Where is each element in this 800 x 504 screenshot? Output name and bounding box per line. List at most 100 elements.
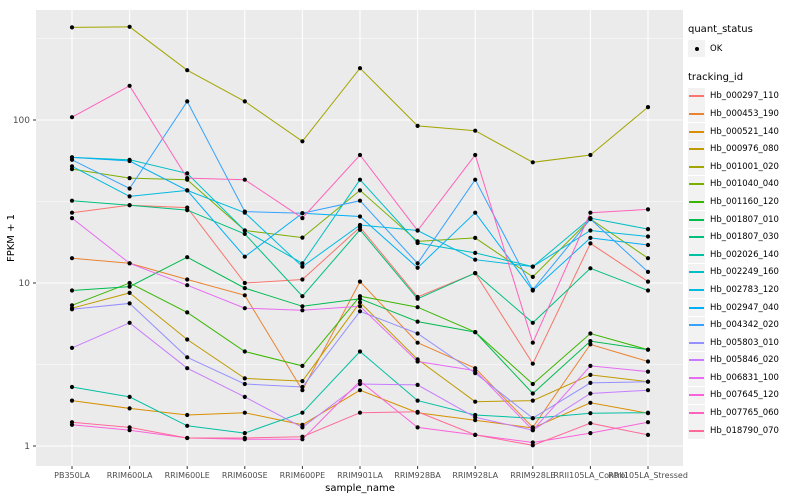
data-point [69,384,75,390]
legend-item-Hb_002026_140: Hb_002026_140 [688,246,800,264]
data-point [242,376,247,381]
legend-key [688,404,705,422]
data-point [127,203,132,208]
data-point [300,388,305,393]
data-point [588,400,593,405]
data-point [300,384,305,390]
y-tick-label: 10 [19,279,31,289]
line-swatch-icon [689,341,704,344]
data-point [185,283,190,288]
data-point [415,265,420,270]
data-point [69,288,75,293]
data-point [473,330,478,335]
legend-label: Hb_001807_030 [710,232,779,243]
data-point [127,83,132,88]
legend-item-ok: OK [688,40,800,58]
data-point [185,277,190,282]
data-point [473,128,478,133]
data-point [185,355,190,360]
y-tick-label: 100 [13,116,30,126]
data-point [530,320,535,325]
legend-item-Hb_005803_010: Hb_005803_010 [688,334,800,352]
data-point [242,394,247,399]
line-swatch-icon [689,324,704,327]
data-point [127,284,132,289]
legend-key [688,211,705,229]
legend-key [688,105,705,123]
legend-key [688,422,705,440]
line-swatch-icon [689,394,704,397]
data-point [185,310,190,315]
legend-key [688,193,705,211]
data-point [127,320,132,325]
x-axis-title: sample_name [325,483,395,494]
data-point [185,366,190,371]
data-point [127,425,132,430]
data-point [530,443,535,448]
legend-item-Hb_005846_020: Hb_005846_020 [688,351,800,370]
legend-label: Hb_002947_040 [710,302,779,313]
data-point [300,139,305,144]
line-swatch-icon [689,148,704,151]
data-point [645,410,651,415]
legend-label: Hb_002783_120 [710,284,779,295]
data-point [127,194,132,199]
legend-item-Hb_004342_020: Hb_004342_020 [688,316,800,334]
legend-title-tracking-id: tracking_id [688,71,744,83]
data-point [300,277,305,282]
legend-key [688,351,705,369]
legend-label: Hb_004342_020 [710,320,779,331]
legend-item-Hb_001040_040: Hb_001040_040 [688,175,800,194]
data-point [473,257,478,262]
x-tick-label: RRIM928LE [510,471,555,480]
legend-item-Hb_007765_060: Hb_007765_060 [688,404,800,422]
data-point [127,158,132,164]
data-point [127,186,132,191]
data-points [69,24,651,448]
data-point [357,227,363,232]
x-tick-label: RRIM928LA [452,471,498,480]
data-point [242,431,247,436]
data-point [415,261,420,266]
line-swatch-icon [689,165,704,168]
legend-item-Hb_007645_120: Hb_007645_120 [688,386,800,405]
data-point [127,261,132,266]
legend-label: Hb_001807_010 [710,214,779,225]
legend-label: Hb_002026_140 [710,249,779,260]
legend-key [688,87,705,105]
data-point [300,363,305,368]
line-swatch-icon [689,429,704,432]
data-point [300,410,305,415]
data-point [415,319,420,324]
data-point [300,425,305,430]
data-point [530,391,535,396]
data-point [242,209,247,214]
data-point [357,66,363,71]
data-point [300,216,305,221]
legend-item-Hb_001807_010: Hb_001807_010 [688,211,800,229]
data-point [588,391,593,396]
legend-label: Hb_006831_100 [710,372,779,383]
data-point [242,177,247,182]
line-swatch-icon [689,95,704,98]
data-point [415,240,420,246]
data-point [69,210,75,215]
data-point [69,420,75,425]
legend-key [688,334,705,352]
line-swatch-icon [689,253,704,256]
legend-key [688,228,705,246]
legend-item-Hb_018790_070: Hb_018790_070 [688,422,800,440]
line-swatch-icon [689,306,704,309]
data-point [645,379,651,384]
line-swatch-icon [689,359,704,362]
line-swatch-icon [689,288,704,291]
legend-label: Hb_000521_140 [710,126,779,137]
legend-label: Hb_001001_020 [710,161,779,172]
legend: quant_status OK tracking_id Hb_000297_11… [688,24,800,440]
data-point [588,241,593,246]
data-point [588,228,593,233]
legend-title-quant-status: quant_status [688,24,753,35]
legend-label: Hb_002249_160 [710,267,779,278]
line-chart: 1 10 100 PB350LA RRIM600LA RRIM600LE RRIM600SE… [6,10,688,494]
legend-key [688,140,705,158]
